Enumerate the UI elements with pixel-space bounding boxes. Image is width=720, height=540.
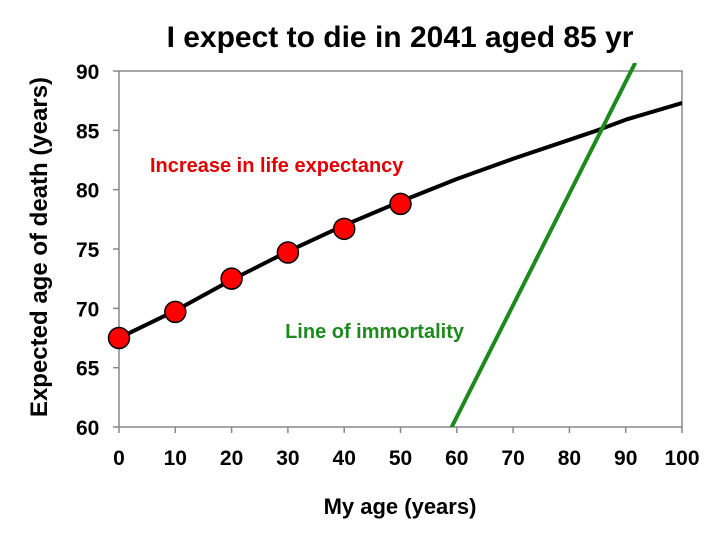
annotation-immortality: Line of immortality <box>285 321 465 343</box>
y-tick-label: 65 <box>76 358 100 381</box>
x-tick-label: 20 <box>220 447 243 470</box>
data-point-marker <box>107 326 131 350</box>
x-tick-label: 90 <box>614 447 637 470</box>
data-point-marker <box>220 267 243 290</box>
x-tick-label: 0 <box>113 447 125 470</box>
annotation-life-expectancy: Increase in life expectancy <box>150 155 404 177</box>
x-tick-label: 60 <box>445 447 468 470</box>
y-tick-label: 70 <box>76 298 99 321</box>
x-tick-label: 100 <box>664 447 699 470</box>
x-tick-label: 10 <box>164 447 187 470</box>
data-point-marker <box>276 241 300 264</box>
x-tick-label: 40 <box>333 447 356 470</box>
x-tick-label: 70 <box>501 447 524 470</box>
y-tick-label: 80 <box>76 180 99 203</box>
y-tick-label: 90 <box>76 61 99 84</box>
x-tick-label: 30 <box>276 447 299 470</box>
plot-frame <box>118 70 683 428</box>
y-tick-label: 85 <box>76 120 100 143</box>
data-point-marker <box>332 217 356 241</box>
data-point-marker <box>389 192 412 216</box>
y-tick-label: 60 <box>76 417 99 440</box>
immortality-line <box>449 63 637 427</box>
chart-title: I expect to die in 2041 aged 85 yr <box>167 21 634 54</box>
y-tick-label: 75 <box>76 239 100 262</box>
data-point-marker <box>164 300 187 324</box>
x-axis-title: My age (years) <box>324 494 477 519</box>
x-tick-label: 50 <box>389 447 412 470</box>
y-axis-title: Expected age of death (years) <box>26 77 53 417</box>
x-tick-label: 80 <box>558 447 581 470</box>
